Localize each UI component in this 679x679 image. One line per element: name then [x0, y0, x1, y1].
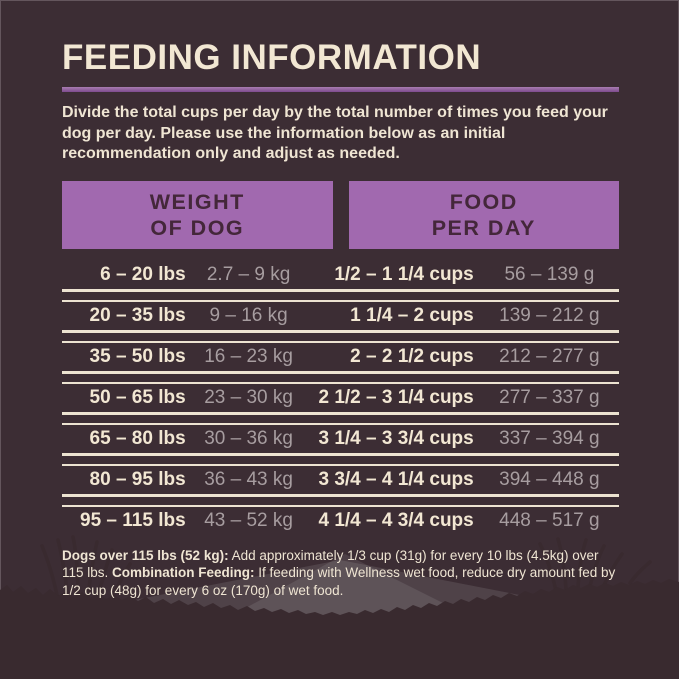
weight-kg-value: 23 – 30 kg	[204, 386, 293, 408]
food-cups-value: 2 – 2 1/2 cups	[350, 345, 474, 367]
weight-lbs-value: 20 – 35 lbs	[89, 304, 186, 326]
weight-kg-value: 9 – 16 kg	[209, 304, 288, 326]
combination-feeding-label: Combination Feeding:	[112, 565, 255, 580]
food-cups-value: 2 1/2 – 3 1/4 cups	[318, 386, 474, 408]
table-row: 80 – 95 lbs 36 – 43 kg 3 3/4 – 4 1/4 cup…	[62, 466, 619, 494]
table-row: 65 – 80 lbs 30 – 36 kg 3 1/4 – 3 3/4 cup…	[62, 425, 619, 453]
weight-header-line2: OF DOG	[150, 215, 245, 240]
food-grams-value: 277 – 337 g	[499, 386, 600, 408]
weight-lbs-value: 65 – 80 lbs	[89, 427, 186, 449]
table-row: 35 – 50 lbs 16 – 23 kg 2 – 2 1/2 cups 21…	[62, 343, 619, 371]
food-grams-value: 448 – 517 g	[499, 509, 600, 531]
weight-header-line1: WEIGHT	[149, 189, 245, 214]
weight-kg-value: 43 – 52 kg	[204, 509, 293, 531]
food-per-day-header: FOOD PER DAY	[348, 180, 619, 249]
over-115-text: Add approximately 1/3 cup (31g) for ever…	[62, 547, 599, 581]
food-grams-value: 139 – 212 g	[499, 304, 600, 326]
food-cups-value: 3 3/4 – 4 1/4 cups	[318, 468, 474, 490]
food-cups-value: 3 1/4 – 3 3/4 cups	[318, 427, 474, 449]
hills-grass-silhouette-decoration	[0, 535, 679, 679]
row-divider	[62, 288, 619, 302]
table-row: 6 – 20 lbs 2.7 – 9 kg 1/2 – 1 1/4 cups 5…	[62, 261, 619, 289]
food-grams-value: 394 – 448 g	[499, 468, 600, 490]
food-cups-value: 1/2 – 1 1/4 cups	[334, 263, 474, 285]
weight-lbs-value: 50 – 65 lbs	[89, 386, 186, 408]
intro-text: Divide the total cups per day by the tot…	[62, 104, 608, 162]
weight-lbs-value: 95 – 115 lbs	[80, 509, 186, 531]
table-row: 50 – 65 lbs 23 – 30 kg 2 1/2 – 3 1/4 cup…	[62, 384, 619, 412]
food-header-line2: PER DAY	[431, 215, 536, 240]
weight-kg-value: 16 – 23 kg	[204, 345, 293, 367]
food-header-line1: FOOD	[449, 189, 518, 214]
weight-lbs-value: 6 – 20 lbs	[100, 263, 186, 285]
row-divider	[62, 493, 619, 507]
page-title: FEEDING INFORMATION	[62, 38, 482, 77]
food-grams-value: 212 – 277 g	[499, 345, 600, 367]
table-row: 20 – 35 lbs 9 – 16 kg 1 1/4 – 2 cups 139…	[62, 302, 619, 330]
table-row: 95 – 115 lbs 43 – 52 kg 4 1/4 – 4 3/4 cu…	[62, 507, 619, 535]
combination-feeding-text: If feeding with Wellness wet food, reduc…	[62, 565, 616, 598]
grass-silhouette	[0, 579, 679, 679]
food-cups-value: 4 1/4 – 4 3/4 cups	[318, 509, 474, 531]
weight-lbs-value: 80 – 95 lbs	[89, 468, 186, 490]
weight-kg-value: 30 – 36 kg	[204, 427, 293, 449]
weight-lbs-value: 35 – 50 lbs	[89, 345, 186, 367]
title-divider	[62, 87, 619, 92]
over-115-label: Dogs over 115 lbs (52 kg):	[62, 547, 229, 563]
weight-kg-value: 36 – 43 kg	[204, 468, 293, 490]
feeding-notes: Dogs over 115 lbs (52 kg): Add approxima…	[62, 547, 619, 600]
feeding-table: 6 – 20 lbs 2.7 – 9 kg 1/2 – 1 1/4 cups 5…	[62, 261, 619, 535]
food-grams-value: 56 – 139 g	[504, 263, 595, 285]
weight-of-dog-header: WEIGHT OF DOG	[62, 180, 333, 249]
food-grams-value: 337 – 394 g	[499, 427, 600, 449]
panel-content: FEEDING INFORMATION Divide the total cup…	[62, 38, 619, 600]
row-divider	[62, 370, 619, 384]
food-cups-value: 1 1/4 – 2 cups	[350, 304, 474, 326]
row-divider	[62, 411, 619, 425]
row-divider	[62, 329, 619, 343]
weight-kg-value: 2.7 – 9 kg	[206, 263, 291, 285]
grass-blades-right	[538, 537, 652, 593]
row-divider	[62, 452, 619, 466]
table-column-headers: WEIGHT OF DOG FOOD PER DAY	[62, 180, 619, 249]
